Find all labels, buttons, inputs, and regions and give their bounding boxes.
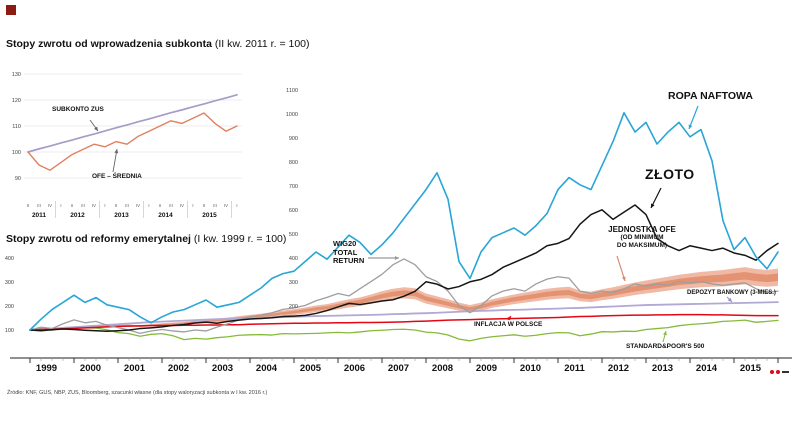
svg-text:2013: 2013 xyxy=(652,363,673,374)
svg-text:IV: IV xyxy=(224,203,228,208)
svg-text:I: I xyxy=(60,203,61,208)
svg-text:II: II xyxy=(159,203,161,208)
svg-text:III: III xyxy=(169,203,173,208)
main-chart-title-bold: Stopy zwrotu od reformy emerytalnej xyxy=(6,233,191,245)
svg-text:800: 800 xyxy=(289,160,298,166)
svg-text:III: III xyxy=(81,203,85,208)
svg-text:100: 100 xyxy=(5,328,14,334)
svg-text:2002: 2002 xyxy=(168,363,189,374)
svg-text:300: 300 xyxy=(5,280,14,286)
svg-text:2015: 2015 xyxy=(202,212,217,219)
svg-text:2007: 2007 xyxy=(388,363,409,374)
svg-text:2014: 2014 xyxy=(158,212,173,219)
svg-text:IV: IV xyxy=(136,203,140,208)
svg-text:IV: IV xyxy=(92,203,96,208)
svg-text:2011: 2011 xyxy=(564,363,585,374)
svg-text:2013: 2013 xyxy=(114,212,129,219)
svg-text:600: 600 xyxy=(289,208,298,214)
svg-text:2003: 2003 xyxy=(212,363,233,374)
dash-icon xyxy=(782,371,789,373)
red-dot-icon xyxy=(776,370,780,374)
red-dot-icon xyxy=(770,370,774,374)
wig20-label: WIG20 TOTAL RETURN xyxy=(333,239,365,266)
svg-text:100: 100 xyxy=(12,150,21,156)
svg-text:700: 700 xyxy=(289,184,298,190)
main-chart-plot: 1999 2000 2001 2002 2003 2004 2005 2006 2007 2008… xyxy=(5,88,792,374)
svg-text:II: II xyxy=(71,203,73,208)
jednostka-ofe-label-line2: (OD MINIMUM xyxy=(620,234,664,241)
svg-text:300: 300 xyxy=(289,280,298,286)
svg-text:1999: 1999 xyxy=(36,363,57,374)
wig20-label-line2: TOTAL xyxy=(333,247,358,257)
svg-text:III: III xyxy=(213,203,217,208)
brand-square xyxy=(6,5,16,15)
svg-text:2004: 2004 xyxy=(256,363,278,374)
zloto-label: ZŁOTO xyxy=(645,166,695,182)
svg-text:II: II xyxy=(203,203,205,208)
svg-text:2012: 2012 xyxy=(70,212,85,219)
inset-chart-title-period: (II kw. 2011 r. = 100) xyxy=(211,38,310,50)
svg-text:2014: 2014 xyxy=(696,363,718,374)
main-chart-title-period: (I kw. 1999 r. = 100) xyxy=(190,233,287,245)
svg-text:2006: 2006 xyxy=(344,363,365,374)
svg-text:900: 900 xyxy=(289,136,298,142)
footer-marks xyxy=(770,370,789,374)
svg-text:IV: IV xyxy=(48,203,52,208)
jednostka-ofe-label-line1: JEDNOSTKA OFE xyxy=(608,225,676,234)
svg-text:90: 90 xyxy=(15,176,21,182)
svg-text:II: II xyxy=(115,203,117,208)
svg-text:120: 120 xyxy=(12,98,21,104)
ofe-band xyxy=(30,267,778,330)
svg-text:2000: 2000 xyxy=(80,363,101,374)
svg-text:130: 130 xyxy=(12,72,21,78)
wig20-label-line3: RETURN xyxy=(333,256,365,265)
svg-text:400: 400 xyxy=(289,256,298,262)
svg-text:I: I xyxy=(236,203,237,208)
subkonto-zus-label: SUBKONTO ZUS xyxy=(52,106,104,113)
source-note: Źródło: KNF, GUS, NBP, ZUS, Bloomberg, s… xyxy=(7,390,268,396)
svg-text:1000: 1000 xyxy=(286,112,298,118)
svg-text:2005: 2005 xyxy=(300,363,322,374)
svg-text:2001: 2001 xyxy=(124,363,146,374)
depozyt-bankowy-label: DEPOZYT BANKOWY (3-MIES.) xyxy=(687,290,776,296)
sp500-label: STANDARD&POOR'S 500 xyxy=(626,343,705,350)
svg-text:110: 110 xyxy=(12,124,21,130)
inset-chart-title-bold: Stopy zwrotu od wprowadzenia subkonta xyxy=(6,38,212,50)
svg-text:2012: 2012 xyxy=(608,363,629,374)
svg-text:III: III xyxy=(125,203,129,208)
svg-text:200: 200 xyxy=(5,304,14,310)
svg-text:I: I xyxy=(148,203,149,208)
svg-text:200: 200 xyxy=(289,304,298,310)
svg-text:2011: 2011 xyxy=(32,212,46,219)
svg-text:1100: 1100 xyxy=(286,88,298,94)
svg-text:2009: 2009 xyxy=(476,363,497,374)
svg-text:II: II xyxy=(27,203,29,208)
svg-text:IV: IV xyxy=(180,203,184,208)
inflacja-label: INFLACJA W POLSCE xyxy=(474,321,543,328)
inset-chart-title: Stopy zwrotu od wprowadzenia subkonta (I… xyxy=(6,38,310,50)
svg-text:2015: 2015 xyxy=(740,363,762,374)
svg-text:400: 400 xyxy=(5,256,14,262)
svg-text:I: I xyxy=(192,203,193,208)
jednostka-ofe-label-line3: DO MAKSIMUM) xyxy=(616,242,668,249)
svg-text:2010: 2010 xyxy=(520,363,541,374)
ofe-band xyxy=(30,271,778,330)
ofe-srednia-label: OFE – ŚREDNIA xyxy=(92,173,142,180)
jednostka-ofe-label: JEDNOSTKA OFE (OD MINIMUM DO MAKSIMUM) xyxy=(596,225,688,250)
svg-text:500: 500 xyxy=(289,232,298,238)
wig20-label-line1: WIG20 xyxy=(333,239,357,248)
main-chart-title: Stopy zwrotu od reformy emerytalnej (I k… xyxy=(6,233,286,245)
svg-text:III: III xyxy=(37,203,41,208)
ropa-naftowa-label: ROPA NAFTOWA xyxy=(668,90,753,102)
svg-text:I: I xyxy=(104,203,105,208)
svg-text:2008: 2008 xyxy=(432,363,453,374)
